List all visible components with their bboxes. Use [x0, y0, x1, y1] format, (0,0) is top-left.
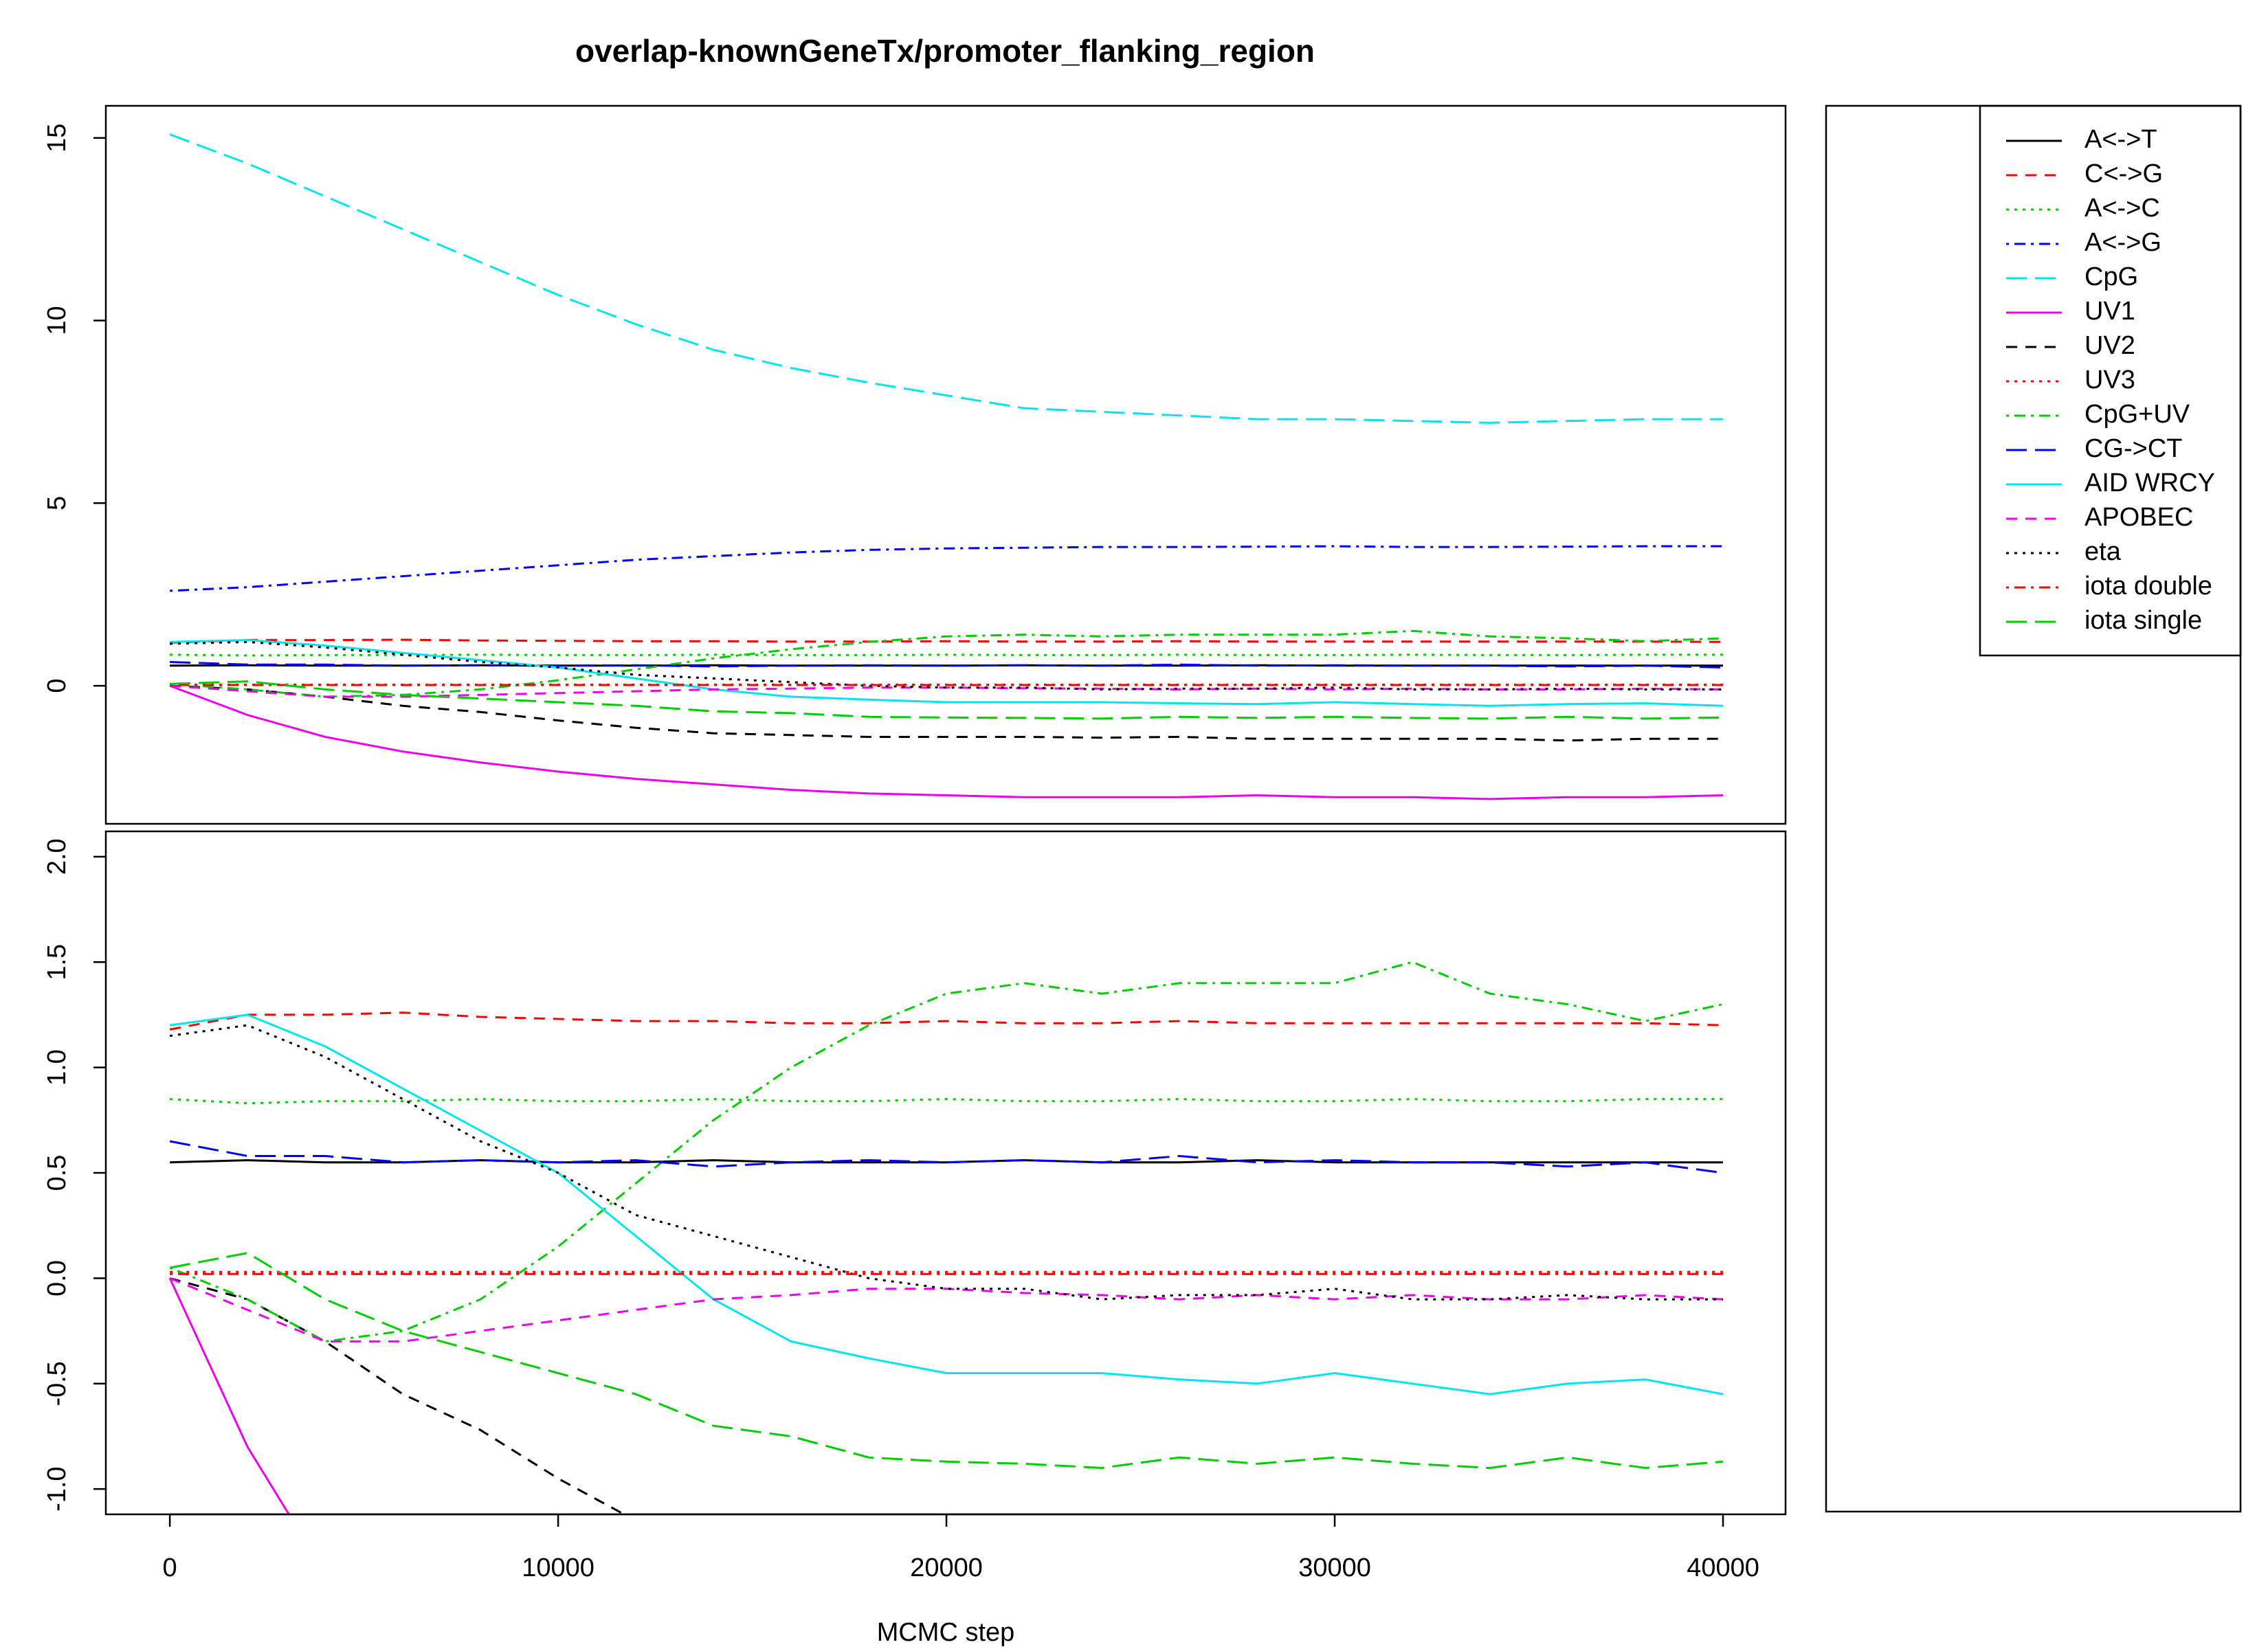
series-line: [169, 684, 1724, 800]
chart-title: overlap-knownGeneTx/promoter_flanking_re…: [575, 33, 1315, 69]
legend-label: A<->T: [2084, 125, 2157, 154]
plot-frame: [104, 830, 1787, 1516]
legend-label: UV1: [2084, 297, 2135, 326]
plot-area: [169, 133, 1724, 800]
series-line: [170, 684, 1723, 742]
series-line: [169, 961, 1724, 1343]
legend-label: UV2: [2084, 331, 2135, 360]
legend-label: iota single: [2084, 606, 2202, 635]
series-line: [169, 629, 1724, 698]
plot-area: [168, 473, 1724, 1514]
legend-label: eta: [2084, 537, 2122, 566]
legend-label: C<->G: [2084, 159, 2163, 188]
series-line: [169, 1252, 1724, 1470]
series-line: [169, 1277, 627, 1514]
y-tick-label: -0.5: [43, 1361, 71, 1406]
series-line: [169, 1277, 1724, 1343]
x-tick-label: 30000: [1298, 1553, 1371, 1582]
series-line: [170, 640, 1723, 691]
series-line: [169, 1140, 1724, 1174]
legend-label: UV3: [2084, 366, 2135, 394]
x-tick-label: 10000: [522, 1553, 594, 1582]
series-line: [170, 545, 1723, 592]
legend-label: CpG+UV: [2084, 400, 2190, 429]
series-line: [170, 473, 1723, 730]
x-tick-label: 20000: [910, 1553, 983, 1582]
y-tick-label: 0.0: [43, 1260, 71, 1297]
series-line: [170, 638, 1724, 644]
x-tick-label: 40000: [1687, 1553, 1759, 1582]
plot-frame: [104, 104, 1787, 825]
legend-label: AID WRCY: [2084, 469, 2215, 497]
x-tick-label: 0: [163, 1553, 177, 1582]
legend-label: A<->G: [2084, 228, 2161, 257]
y-tick-label: 5: [43, 496, 71, 511]
series-line: [169, 1013, 1724, 1395]
legend-label: CG->CT: [2084, 434, 2183, 463]
series-line: [170, 664, 1723, 667]
series-line: [170, 639, 1724, 707]
y-tick-label: -1.0: [43, 1466, 71, 1511]
legend-label: A<->C: [2084, 194, 2160, 223]
series-line: [169, 133, 1723, 424]
y-tick-label: 1.5: [43, 944, 71, 980]
y-tick-label: 10: [43, 306, 71, 335]
y-tick-label: 15: [43, 124, 71, 153]
legend-label: CpG: [2084, 262, 2138, 291]
series-line: [170, 1098, 1723, 1105]
legend-box: [1979, 104, 2242, 657]
legend-panel: [1825, 104, 2242, 1513]
y-tick-label: 0: [43, 679, 71, 693]
legend-label: iota double: [2084, 572, 2212, 601]
y-tick-label: 2.0: [43, 838, 71, 875]
legend-label: APOBEC: [2084, 503, 2193, 532]
x-axis-label: MCMC step: [877, 1618, 1015, 1647]
y-tick-label: 0.5: [43, 1155, 71, 1191]
y-tick-label: 1.0: [43, 1049, 71, 1086]
series-line: [168, 1277, 291, 1514]
series-line: [169, 1011, 1724, 1031]
